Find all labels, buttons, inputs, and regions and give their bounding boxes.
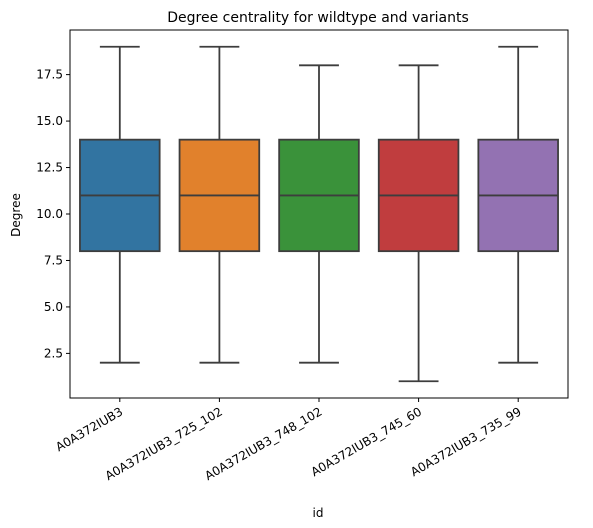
x-axis: A0A372IUB3A0A372IUB3_725_102A0A372IUB3_7… (53, 398, 524, 483)
box-4 (377, 64, 460, 383)
x-tick-label: A0A372IUB3_745_60 (309, 404, 425, 479)
y-tick-label: 17.5 (36, 68, 63, 82)
chart-title: Degree centrality for wildtype and varia… (167, 10, 469, 26)
box-2 (178, 45, 261, 364)
plot-area (69, 29, 569, 399)
y-tick-label: 2.5 (44, 346, 63, 360)
y-axis-label: Degree (9, 193, 23, 237)
box-3 (278, 64, 360, 364)
y-tick-label: 5.0 (44, 300, 63, 314)
y-tick-label: 15.0 (36, 114, 63, 128)
box-5 (477, 45, 559, 364)
y-tick-label: 10.0 (36, 207, 63, 221)
x-tick-label: A0A372IUB3 (53, 404, 125, 454)
y-axis: 2.5 5.0 7.5 10.0 12.5 15.0 17.5 (36, 68, 70, 360)
x-tick-label: A0A372IUB3_735_99 (408, 404, 524, 479)
y-tick-label: 7.5 (44, 253, 63, 267)
y-tick-label: 12.5 (36, 161, 63, 175)
box-1 (79, 45, 161, 364)
x-axis-label: id (313, 506, 324, 520)
